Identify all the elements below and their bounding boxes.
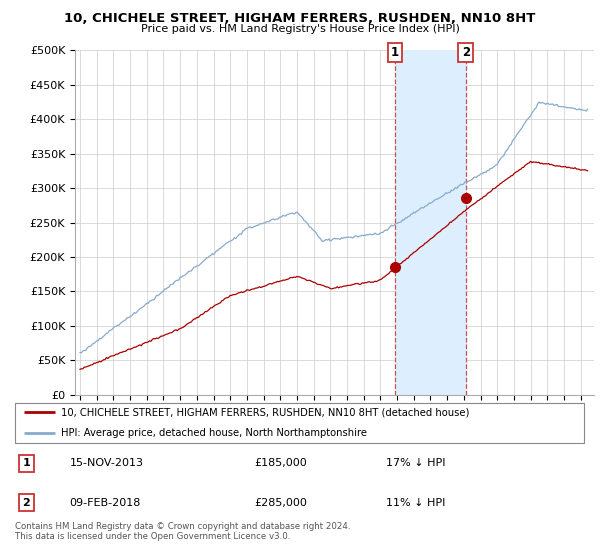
Text: HPI: Average price, detached house, North Northamptonshire: HPI: Average price, detached house, Nort… [61,428,367,438]
Text: £285,000: £285,000 [254,498,307,507]
Bar [395,50,466,395]
Text: 17% ↓ HPI: 17% ↓ HPI [386,459,446,468]
Text: 09-FEB-2018: 09-FEB-2018 [70,498,141,507]
Text: 15-NOV-2013: 15-NOV-2013 [70,459,143,468]
Text: 2: 2 [23,498,30,507]
Text: Contains HM Land Registry data © Crown copyright and database right 2024.
This d: Contains HM Land Registry data © Crown c… [15,522,350,542]
Text: 10, CHICHELE STREET, HIGHAM FERRERS, RUSHDEN, NN10 8HT: 10, CHICHELE STREET, HIGHAM FERRERS, RUS… [64,12,536,25]
Text: Price paid vs. HM Land Registry's House Price Index (HPI): Price paid vs. HM Land Registry's House … [140,24,460,34]
Text: 11% ↓ HPI: 11% ↓ HPI [386,498,446,507]
Text: 2: 2 [462,46,470,59]
Text: 10, CHICHELE STREET, HIGHAM FERRERS, RUSHDEN, NN10 8HT (detached house): 10, CHICHELE STREET, HIGHAM FERRERS, RUS… [61,408,469,418]
Text: £185,000: £185,000 [254,459,307,468]
Text: 1: 1 [391,46,399,59]
Text: 1: 1 [23,459,30,468]
FancyBboxPatch shape [15,403,584,443]
